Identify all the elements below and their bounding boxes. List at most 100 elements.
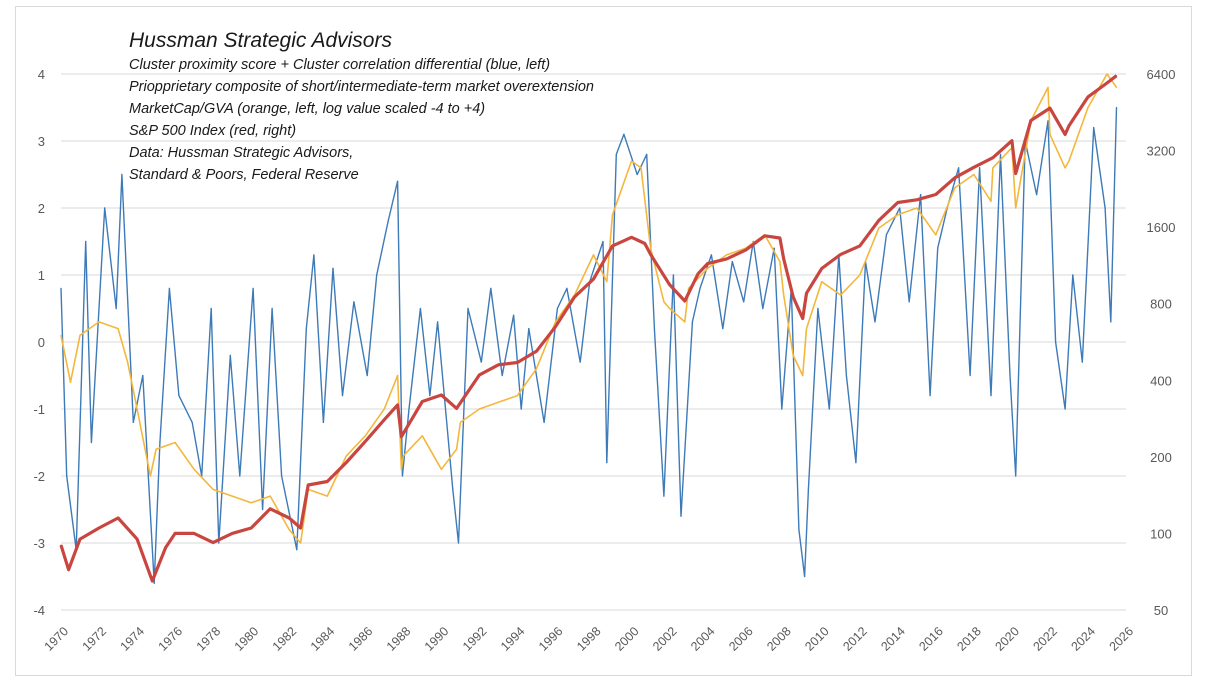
data-point-sp500 [364,440,366,442]
data-point-sp500 [397,404,399,406]
data-point-marketcap [516,395,518,397]
data-point-marketcap [684,321,686,323]
right-tick-label: 50 [1154,603,1168,618]
data-point-cluster [762,307,764,310]
data-point-sp500 [1068,125,1070,127]
data-point-sp500 [650,253,652,255]
data-point-marketcap [779,261,781,263]
data-point-marketcap [60,334,62,336]
data-point-marketcap [149,475,151,477]
data-point-marketcap [288,529,290,531]
data-point-marketcap [650,247,652,249]
data-point-sp500 [573,296,576,298]
chart-frame: 4 3 2 1 0 -1 -2 -3 -4 6400 3200 1600 800 400 200 100 50… [15,6,1192,676]
data-point-marketcap [1064,167,1066,169]
data-point-marketcap [174,441,176,444]
right-tick-label: 800 [1150,297,1172,312]
data-point-sp500 [973,166,975,168]
data-point-sp500 [307,484,309,486]
x-tick-label: 2024 [1069,624,1099,654]
x-tick-label: 2000 [612,624,642,654]
data-point-cluster [218,542,220,544]
data-point-cluster [885,234,888,236]
data-point-sp500 [1030,119,1032,122]
left-tick-label: 4 [38,67,45,82]
data-point-marketcap [421,435,423,437]
data-point-cluster [191,421,193,423]
x-tick-label: 2006 [726,624,756,654]
annotation-line-5: Data: Hussman Strategic Advisors, [129,145,353,161]
data-point-cluster [252,287,254,289]
data-point-cluster [401,475,403,477]
data-point-sp500 [935,193,937,196]
data-point-marketcap [402,455,404,457]
annotation-line-1: Cluster proximity score + Cluster correl… [129,57,550,73]
data-point-cluster [1009,374,1011,377]
data-point-sp500 [897,201,899,204]
data-point-sp500 [60,544,62,546]
data-point-sp500 [250,527,252,529]
data-point-sp500 [174,532,176,535]
data-point-sp500 [421,400,423,403]
data-point-marketcap [897,214,899,216]
data-point-cluster [115,307,117,310]
data-point-sp500 [783,258,785,260]
x-tick-label: 1994 [498,624,528,654]
data-point-marketcap [592,254,595,256]
annotation-line-4: S&P 500 Index (red, right) [129,123,296,139]
data-point-sp500 [231,532,233,535]
x-tick-label: 2014 [878,624,908,654]
data-point-cluster [467,307,469,310]
data-point-cluster [699,287,701,289]
data-point-marketcap [478,408,480,410]
data-point-marketcap [397,374,399,377]
data-point-sp500 [1011,140,1013,142]
x-tick-label: 1984 [308,624,338,654]
data-point-sp500 [630,236,633,238]
series-line-sp500 [59,74,1118,583]
annotation-line-3: MarketCap/GVA (orange, left, log value s… [129,101,485,117]
data-point-marketcap [326,495,328,497]
data-point-sp500 [136,538,138,540]
data-point-sp500 [644,242,646,245]
data-point-marketcap [345,455,347,457]
data-point-sp500 [802,317,804,320]
data-point-cluster [579,361,581,363]
data-point-sp500 [326,480,328,483]
data-point-sp500 [98,527,100,529]
x-tick-label: 1988 [384,624,414,654]
data-point-cluster [722,328,724,330]
data-point-cluster [322,421,324,423]
data-point-cluster [807,488,810,490]
data-point-cluster [490,287,492,289]
x-tick-label: 1980 [232,624,262,654]
data-point-cluster [90,441,92,444]
x-tick-label: 1976 [156,624,186,654]
data-point-sp500 [805,292,808,294]
data-point-cluster [296,549,298,551]
data-point-sp500 [1087,96,1089,98]
data-point-marketcap [783,294,785,296]
data-point-marketcap [456,448,458,450]
data-point-marketcap [212,488,214,490]
data-point-sp500 [554,326,557,328]
data-point-cluster [920,194,922,196]
data-point-cluster [653,328,656,330]
data-point-cluster [636,173,638,176]
right-axis-ticks: 6400 3200 1600 800 400 200 100 50 [1147,67,1176,618]
data-point-cluster [1104,207,1106,209]
data-point-sp500 [1049,107,1051,109]
data-point-marketcap [1068,160,1070,162]
data-point-cluster [929,395,931,397]
chart: 4 3 2 1 0 -1 -2 -3 -4 6400 3200 1600 800 400 200 100 50… [33,29,1176,654]
x-tick-label: 2004 [688,624,718,654]
data-point-cluster [623,133,625,135]
x-tick-label: 1990 [422,624,452,654]
data-point-sp500 [992,157,994,159]
data-point-marketcap [954,187,956,189]
data-point-cluster [874,321,876,323]
x-tick-label: 1986 [346,624,376,654]
right-tick-label: 1600 [1147,220,1176,235]
data-point-cluster [845,374,848,377]
data-point-cluster [1115,106,1118,109]
